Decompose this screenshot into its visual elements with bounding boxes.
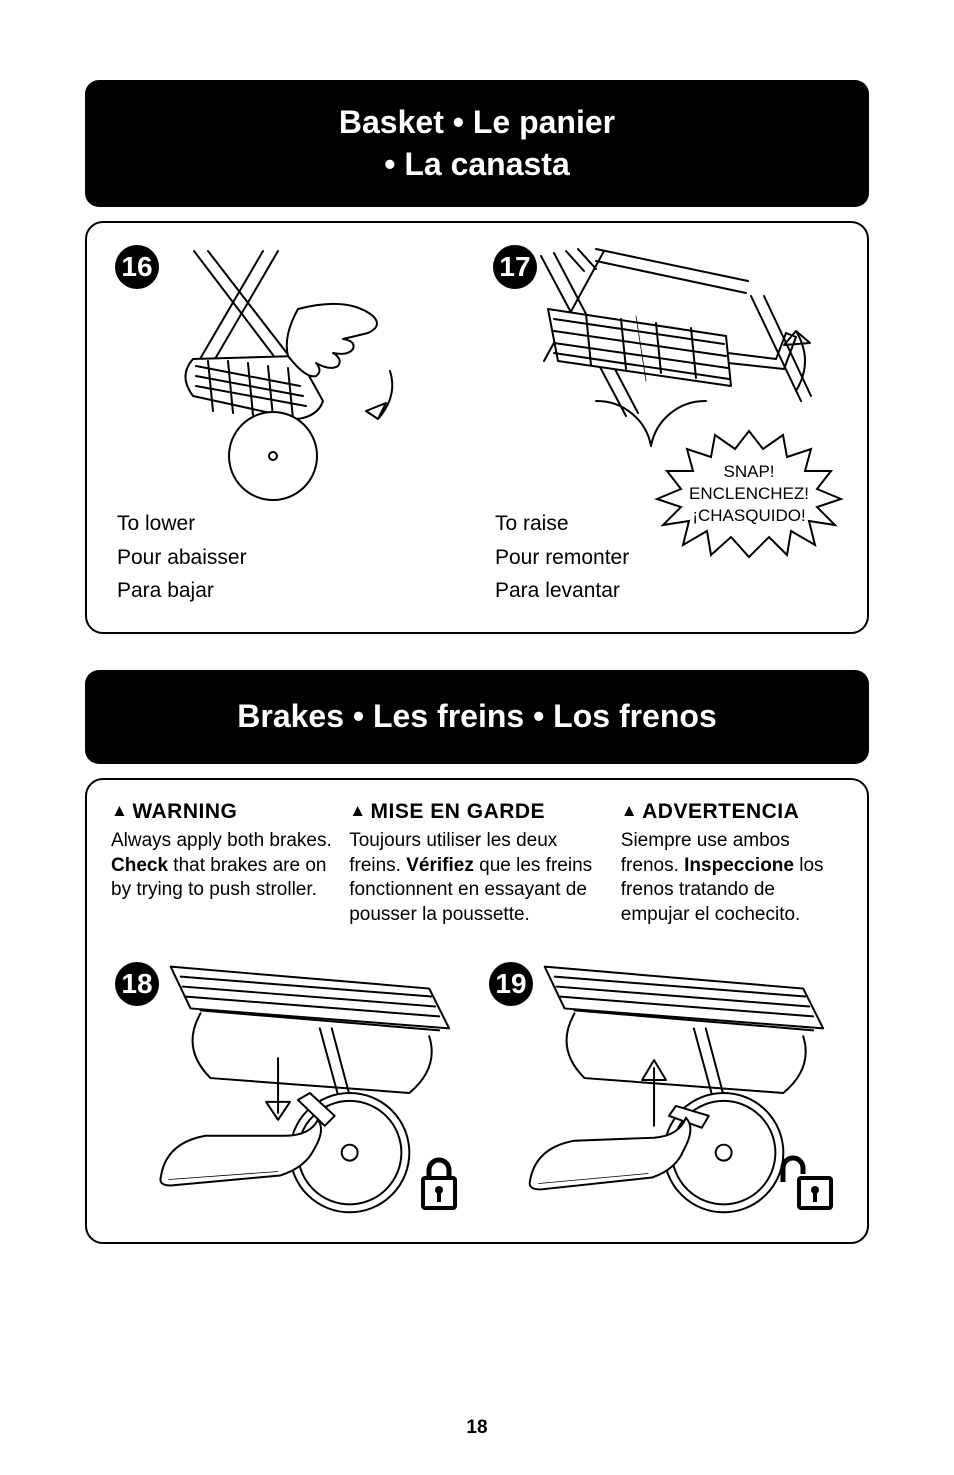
warning-en-bold: Check — [111, 855, 168, 876]
caption-lower-en: To lower — [117, 507, 465, 541]
basket-panel: 16 — [85, 221, 869, 634]
warning-fr-bold: Vérifiez — [406, 855, 474, 876]
warning-icon: ▲ — [111, 800, 128, 822]
caption-raise-es: Para levantar — [495, 574, 843, 608]
section-header-basket: Basket • Le panier • La canasta — [85, 80, 869, 207]
step-17: 17 — [489, 241, 843, 608]
header-text: Basket • Le panier • La canasta — [339, 104, 615, 182]
step-19: 19 — [485, 958, 843, 1218]
snap-fr: ENCLENCHEZ! — [689, 483, 809, 505]
warning-icon: ▲ — [621, 800, 638, 822]
warning-en: ▲WARNING Always apply both brakes. Check… — [111, 798, 333, 928]
caption-lower: To lower Pour abaisser Para bajar — [111, 507, 465, 608]
locked-icon — [417, 1154, 461, 1212]
warning-fr-title: ▲MISE EN GARDE — [349, 798, 605, 825]
snap-en: SNAP! — [689, 461, 809, 483]
step-16: 16 — [111, 241, 465, 608]
caption-lower-fr: Pour abaisser — [117, 541, 465, 575]
section-header-brakes: Brakes • Les freins • Los frenos — [85, 670, 869, 764]
illustration-lower-basket — [111, 241, 465, 501]
step-number-18: 18 — [115, 962, 159, 1006]
step-number-17: 17 — [493, 245, 537, 289]
brakes-header-text: Brakes • Les freins • Los frenos — [237, 698, 716, 734]
warning-es: ▲ADVERTENCIA Siempre use ambos frenos. I… — [621, 798, 843, 928]
snap-starburst: SNAP! ENCLENCHEZ! ¡CHASQUIDO! — [649, 429, 849, 559]
brakes-panel: ▲WARNING Always apply both brakes. Check… — [85, 778, 869, 1244]
illustration-brake-lock — [111, 958, 469, 1218]
warning-en-title: ▲WARNING — [111, 798, 333, 825]
warning-row: ▲WARNING Always apply both brakes. Check… — [111, 798, 843, 928]
warning-icon: ▲ — [349, 800, 366, 822]
warning-en-pre: Always apply both brakes. — [111, 830, 332, 851]
caption-lower-es: Para bajar — [117, 574, 465, 608]
page-number: 18 — [0, 1417, 954, 1439]
step-number-16: 16 — [115, 245, 159, 289]
warning-es-title: ▲ADVERTENCIA — [621, 798, 843, 825]
snap-es: ¡CHASQUIDO! — [689, 505, 809, 527]
step-18: 18 — [111, 958, 469, 1218]
warning-fr: ▲MISE EN GARDE Toujours utiliser les deu… — [349, 798, 605, 928]
unlocked-icon — [775, 1154, 835, 1212]
warning-es-bold: Inspeccione — [684, 855, 794, 876]
step-number-19: 19 — [489, 962, 533, 1006]
